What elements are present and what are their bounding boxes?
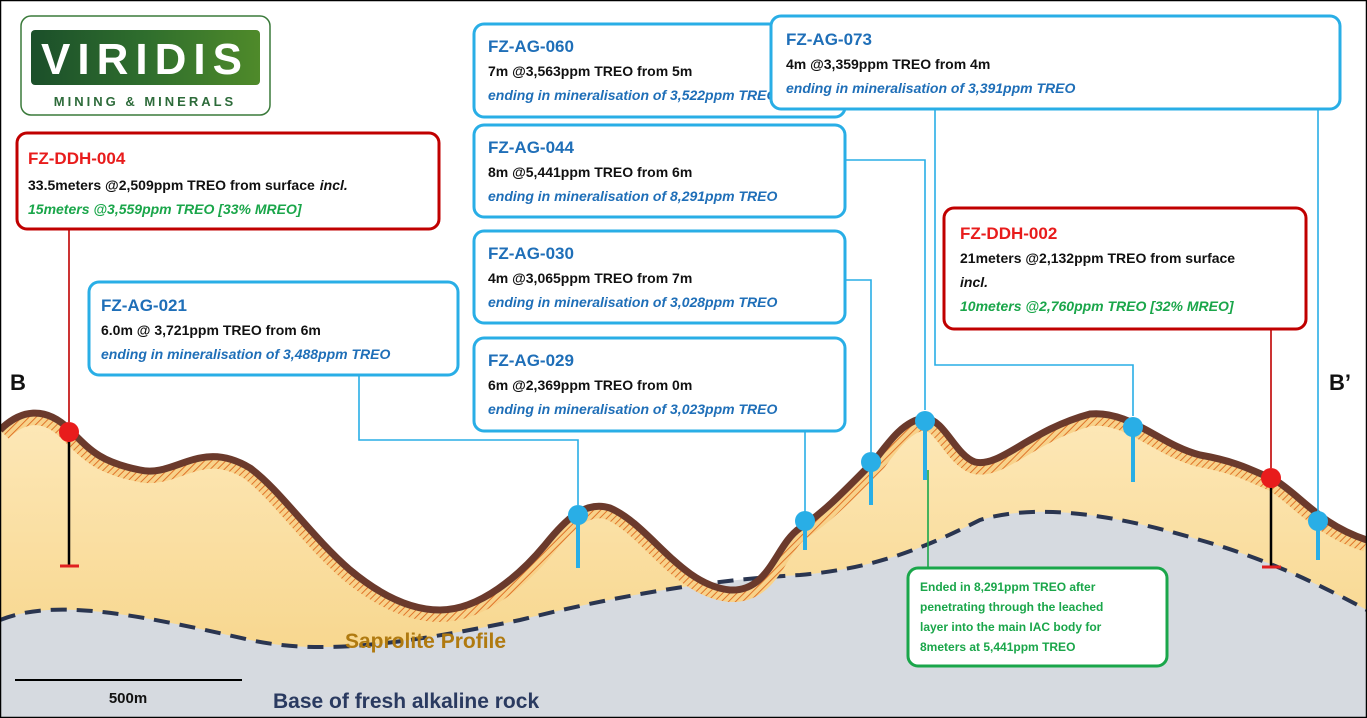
logo-name: VIRIDIS: [41, 35, 249, 84]
label: FZ-AG-021: [101, 296, 187, 315]
hole-box: FZ-AG-030 4m @3,065ppm TREO from 7m endi…: [474, 231, 845, 323]
hole-box: FZ-AG-021 6.0m @ 3,721ppm TREO from 6m e…: [89, 282, 458, 375]
label: FZ-DDH-002: [960, 224, 1057, 243]
label: 21meters @2,132ppm TREO from surface: [960, 250, 1235, 266]
label: 6m @2,369ppm TREO from 0m: [488, 377, 692, 393]
section-start: B: [10, 370, 26, 395]
label: incl.: [960, 274, 988, 290]
label: FZ-AG-030: [488, 244, 574, 263]
hole-box: FZ-DDH-002 21meters @2,132ppm TREO from …: [944, 208, 1306, 329]
label: FZ-DDH-004: [28, 149, 126, 168]
label: 8meters at 5,441ppm TREO: [920, 640, 1075, 654]
label: 33.5meters @2,509ppm TREO from surface: [28, 177, 315, 193]
label: 6.0m @ 3,721ppm TREO from 6m: [101, 322, 321, 338]
label: ending in mineralisation of 8,291ppm TRE…: [488, 188, 777, 204]
label: ending in mineralisation of 3,028ppm TRE…: [488, 294, 777, 310]
hole-box: FZ-AG-044 8m @5,441ppm TREO from 6m endi…: [474, 125, 845, 217]
hole-box: FZ-AG-029 6m @2,369ppm TREO from 0m endi…: [474, 338, 845, 431]
label: FZ-AG-073: [786, 30, 872, 49]
label: incl.: [320, 177, 348, 193]
label: penetrating through the leached: [920, 600, 1103, 614]
note-box: Ended in 8,291ppm TREO after penetrating…: [908, 568, 1167, 666]
label: layer into the main IAC body for: [920, 620, 1102, 634]
label: ending in mineralisation of 3,522ppm TRE…: [488, 87, 777, 103]
hole-box: FZ-DDH-004 33.5meters @2,509ppm TREO fro…: [17, 133, 439, 229]
hole-box: FZ-AG-073 4m @3,359ppm TREO from 4m endi…: [771, 16, 1340, 109]
logo-tagline: MINING & MINERALS: [54, 94, 236, 109]
label: 8m @5,441ppm TREO from 6m: [488, 164, 692, 180]
label: FZ-AG-060: [488, 37, 574, 56]
label: ending in mineralisation of 3,391ppm TRE…: [786, 80, 1075, 96]
bedrock-label: Base of fresh alkaline rock: [273, 690, 539, 713]
label: FZ-AG-029: [488, 351, 574, 370]
section-end: B’: [1329, 370, 1351, 395]
scale-label: 500m: [109, 690, 147, 707]
svg-text:33.5meters @2,509ppm TREO from: 33.5meters @2,509ppm TREO from surface in…: [28, 177, 348, 193]
label: 7m @3,563ppm TREO from 5m: [488, 63, 692, 79]
label: ending in mineralisation of 3,023ppm TRE…: [488, 401, 777, 417]
label: FZ-AG-044: [488, 138, 575, 157]
label: 4m @3,359ppm TREO from 4m: [786, 56, 990, 72]
saprolite-label: Saprolite Profile: [345, 630, 506, 653]
label: 10meters @2,760ppm TREO [32% MREO]: [960, 298, 1235, 314]
label: ending in mineralisation of 3,488ppm TRE…: [101, 346, 390, 362]
label: Ended in 8,291ppm TREO after: [920, 580, 1096, 594]
cross-section: VIRIDIS MINING & MINERALS B B’ FZ-DDH-00…: [0, 0, 1367, 718]
label: 4m @3,065ppm TREO from 7m: [488, 270, 692, 286]
label: 15meters @3,559ppm TREO [33% MREO]: [28, 201, 303, 217]
